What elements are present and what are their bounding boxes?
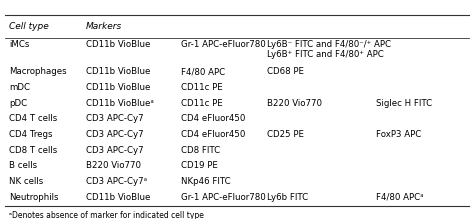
Text: CD3 APC-Cy7ᵃ: CD3 APC-Cy7ᵃ (86, 177, 147, 186)
Text: CD4 eFluor450: CD4 eFluor450 (181, 114, 246, 123)
Text: CD25 PE: CD25 PE (267, 130, 304, 139)
Text: CD19 PE: CD19 PE (181, 161, 218, 170)
Text: Macrophages: Macrophages (9, 67, 67, 76)
Text: F4/80 APCᵃ: F4/80 APCᵃ (376, 193, 424, 201)
Text: CD11b VioBlueᵃ: CD11b VioBlueᵃ (86, 99, 154, 108)
Text: Markers: Markers (86, 21, 122, 30)
Text: B220 Vio770: B220 Vio770 (267, 99, 322, 108)
Text: FoxP3 APC: FoxP3 APC (376, 130, 421, 139)
Text: CD4 Tregs: CD4 Tregs (9, 130, 53, 139)
Text: Ly6b FITC: Ly6b FITC (267, 193, 308, 201)
Text: CD11b VioBlue: CD11b VioBlue (86, 193, 150, 201)
Text: NK cells: NK cells (9, 177, 44, 186)
Text: ᵃDenotes absence of marker for indicated cell type: ᵃDenotes absence of marker for indicated… (9, 212, 204, 219)
Text: pDC: pDC (9, 99, 27, 108)
Text: CD68 PE: CD68 PE (267, 67, 304, 76)
Text: Cell type: Cell type (9, 21, 49, 30)
Text: Gr-1 APC-eFluor780: Gr-1 APC-eFluor780 (181, 40, 266, 49)
Text: CD3 APC-Cy7: CD3 APC-Cy7 (86, 114, 144, 123)
Text: mDC: mDC (9, 83, 30, 92)
Text: CD11b VioBlue: CD11b VioBlue (86, 67, 150, 76)
Text: CD11c PE: CD11c PE (181, 83, 223, 92)
Text: CD11b VioBlue: CD11b VioBlue (86, 83, 150, 92)
Text: NKp46 FITC: NKp46 FITC (181, 177, 231, 186)
Text: B220 Vio770: B220 Vio770 (86, 161, 141, 170)
Text: CD3 APC-Cy7: CD3 APC-Cy7 (86, 146, 144, 155)
Text: CD11b VioBlue: CD11b VioBlue (86, 40, 150, 49)
Text: iMCs: iMCs (9, 40, 30, 49)
Text: Neutrophils: Neutrophils (9, 193, 59, 201)
Text: CD8 T cells: CD8 T cells (9, 146, 58, 155)
Text: Ly6B⁻ FITC and F4/80⁻/⁺ APC
Ly6B⁺ FITC and F4/80⁺ APC: Ly6B⁻ FITC and F4/80⁻/⁺ APC Ly6B⁺ FITC a… (267, 40, 391, 59)
Text: CD11c PE: CD11c PE (181, 99, 223, 108)
Text: Siglec H FITC: Siglec H FITC (376, 99, 432, 108)
Text: CD4 T cells: CD4 T cells (9, 114, 58, 123)
Text: CD8 FITC: CD8 FITC (181, 146, 220, 155)
Text: Gr-1 APC-eFluor780: Gr-1 APC-eFluor780 (181, 193, 266, 201)
Text: B cells: B cells (9, 161, 37, 170)
Text: CD3 APC-Cy7: CD3 APC-Cy7 (86, 130, 144, 139)
Text: CD4 eFluor450: CD4 eFluor450 (181, 130, 246, 139)
Text: F4/80 APC: F4/80 APC (181, 67, 225, 76)
